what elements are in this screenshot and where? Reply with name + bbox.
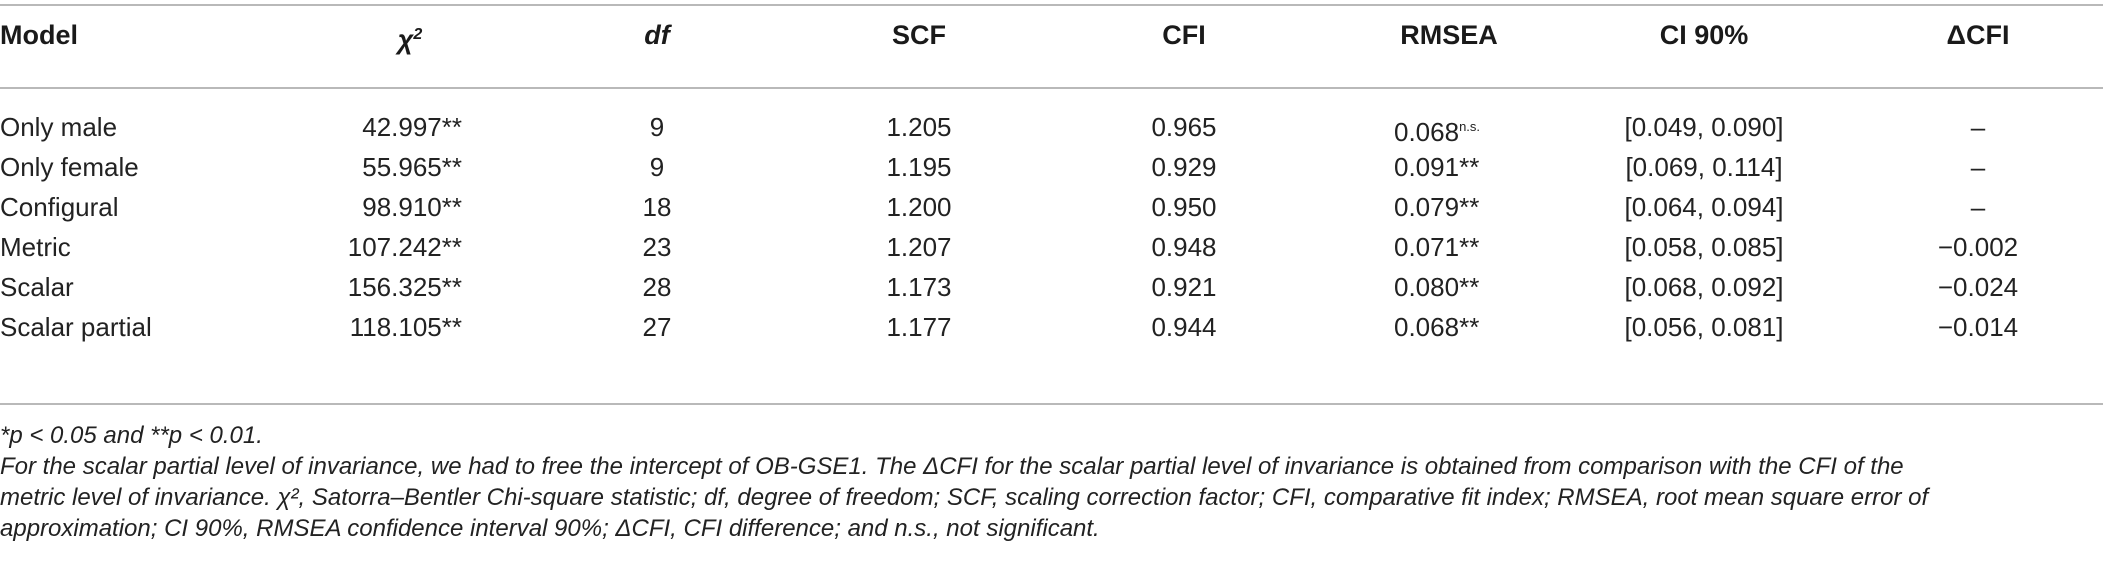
cell-ci-90: [0.058, 0.085] [1624, 232, 1784, 262]
table-bottom-rule [0, 403, 2103, 405]
footnote-text-line: metric level of invariance. χ², Satorra–… [0, 484, 1929, 511]
header-chi-superscript: 2 [413, 26, 423, 43]
header-cfi: CFI [1162, 20, 1206, 50]
rmsea-value: 0.068 [1394, 117, 1460, 147]
cell-rmsea: 0.091** [1394, 152, 1479, 182]
cell-ci-90: [0.068, 0.092] [1624, 272, 1784, 302]
cell-model: Only female [0, 152, 139, 182]
cell-model: Scalar [0, 272, 74, 302]
footnote-significance: *p < 0.05 and **p < 0.01. [0, 422, 263, 449]
cell-rmsea: 0.071** [1394, 232, 1479, 262]
cell-delta-cfi: −0.002 [1937, 232, 2019, 262]
cell-df: 9 [649, 152, 665, 182]
cell-df: 28 [642, 272, 672, 302]
cell-scf: 1.205 [886, 112, 952, 142]
cell-scf: 1.173 [886, 272, 952, 302]
cell-delta-cfi: – [1970, 192, 1986, 222]
cell-model: Scalar partial [0, 312, 152, 342]
footnote-text-line: approximation; CI 90%, RMSEA confidence … [0, 515, 1100, 542]
cell-cfi: 0.929 [1151, 152, 1217, 182]
rmsea-significance: ** [1459, 272, 1480, 302]
header-scf: SCF [892, 20, 946, 50]
header-df: df [644, 20, 670, 50]
cell-delta-cfi: −0.014 [1937, 312, 2019, 342]
header-chi-symbol: χ [397, 25, 414, 55]
cell-rmsea: 0.068n.s. [1394, 112, 1480, 147]
cell-model: Only male [0, 112, 118, 142]
rmsea-value: 0.079 [1394, 192, 1460, 222]
cell-cfi: 0.921 [1151, 272, 1217, 302]
header-ci-90: CI 90% [1659, 20, 1749, 50]
header-model: Model [0, 20, 78, 50]
rmsea-significance: ** [1459, 152, 1480, 182]
cell-rmsea: 0.080** [1394, 272, 1479, 302]
cell-cfi: 0.950 [1151, 192, 1217, 222]
cell-df: 27 [642, 312, 672, 342]
cell-chi-square: 118.105** [349, 312, 462, 342]
cell-delta-cfi: – [1970, 152, 1986, 182]
cell-scf: 1.207 [886, 232, 952, 262]
cell-cfi: 0.944 [1151, 312, 1217, 342]
cell-delta-cfi: – [1970, 112, 1986, 142]
cell-cfi: 0.948 [1151, 232, 1217, 262]
cell-ci-90: [0.049, 0.090] [1624, 112, 1784, 142]
cell-chi-square: 55.965** [362, 152, 462, 182]
cell-df: 9 [649, 112, 665, 142]
rmsea-significance: ** [1459, 192, 1480, 222]
cell-chi-square: 42.997** [362, 112, 462, 142]
cell-scf: 1.195 [886, 152, 952, 182]
rmsea-value: 0.091 [1394, 152, 1460, 182]
footnote-text-line: For the scalar partial level of invarian… [0, 453, 1904, 480]
table-top-rule [0, 4, 2103, 6]
cell-ci-90: [0.069, 0.114] [1625, 152, 1783, 182]
rmsea-value: 0.071 [1394, 232, 1460, 262]
header-delta-cfi: ΔCFI [1946, 20, 2010, 50]
cell-rmsea: 0.079** [1394, 192, 1479, 222]
cell-df: 18 [642, 192, 672, 222]
rmsea-significance: n.s. [1459, 119, 1481, 134]
table-footnotes: *p < 0.05 and **p < 0.01. For the scalar… [0, 420, 2103, 544]
rmsea-value: 0.080 [1394, 272, 1460, 302]
cell-chi-square: 156.325** [347, 272, 462, 302]
cell-df: 23 [642, 232, 672, 262]
cell-scf: 1.177 [886, 312, 952, 342]
rmsea-significance: ** [1459, 232, 1480, 262]
cell-chi-square: 107.242** [347, 232, 462, 262]
cell-model: Configural [0, 192, 119, 222]
cell-scf: 1.200 [886, 192, 952, 222]
cell-cfi: 0.965 [1151, 112, 1217, 142]
cell-ci-90: [0.056, 0.081] [1624, 312, 1784, 342]
cell-delta-cfi: −0.024 [1937, 272, 2019, 302]
cell-ci-90: [0.064, 0.094] [1624, 192, 1784, 222]
table-header-rule [0, 87, 2103, 89]
rmsea-value: 0.068 [1394, 312, 1460, 342]
header-rmsea: RMSEA [1400, 20, 1498, 50]
rmsea-significance: ** [1459, 312, 1480, 342]
cell-model: Metric [0, 232, 71, 262]
cell-chi-square: 98.910** [362, 192, 462, 222]
cell-rmsea: 0.068** [1394, 312, 1479, 342]
header-chi-square: χ2 [380, 20, 440, 55]
